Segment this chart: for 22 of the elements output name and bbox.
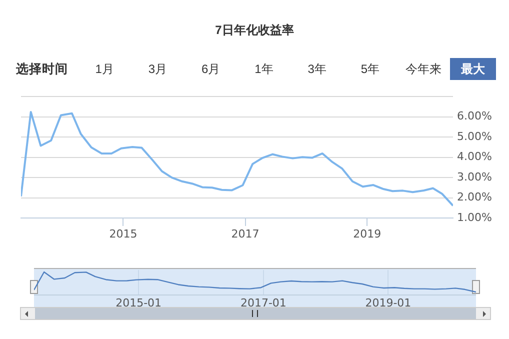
chart-title: 7日年化收益率 xyxy=(214,22,295,39)
text: 6月 xyxy=(200,60,222,78)
x-tick-label: 2017 xyxy=(231,227,260,240)
x-tick-label: 2015 xyxy=(109,227,138,240)
text: 今年来 xyxy=(404,60,442,78)
x-tick-label: 2017-01 xyxy=(240,296,286,310)
x-tick-label: 2019-01 xyxy=(365,296,412,310)
y-tick-label: 5.00% xyxy=(457,130,492,143)
text: 3年 xyxy=(306,60,328,78)
text: 1月 xyxy=(94,60,115,78)
text: 选择时间 xyxy=(16,60,69,78)
y-tick-label: 2.00% xyxy=(457,190,492,204)
text: 1年 xyxy=(254,60,274,78)
y-tick-label: 4.00% xyxy=(457,150,492,164)
x-tick-label: 2015-01 xyxy=(116,296,162,310)
y-tick-label: 1.00% xyxy=(457,210,492,224)
y-tick-label: 3.00% xyxy=(457,170,492,184)
text: 3月 xyxy=(147,60,168,78)
x-tick-label: 2019 xyxy=(353,227,382,240)
text: 5年 xyxy=(360,60,381,78)
y-tick-label: 6.00% xyxy=(457,110,492,123)
text: 最大 xyxy=(450,58,496,80)
